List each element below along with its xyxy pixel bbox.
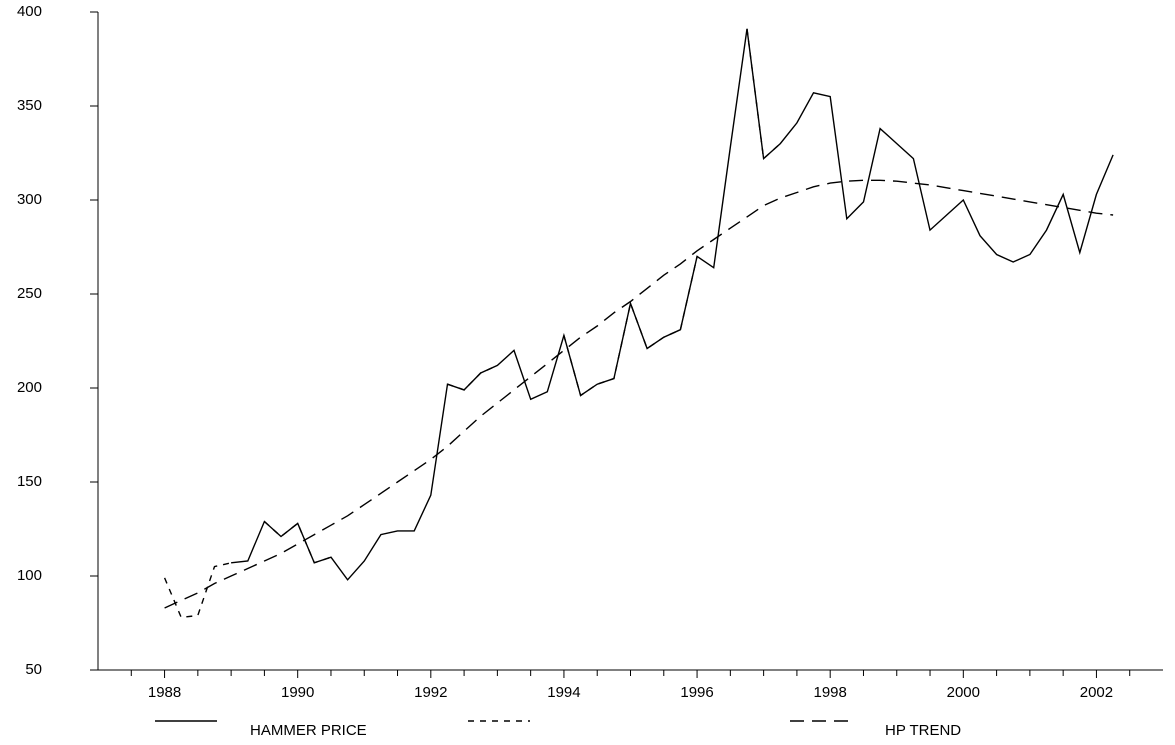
y-tick-label: 100 — [17, 567, 42, 584]
x-tick-label: 1992 — [414, 684, 447, 701]
x-tick-label: 1998 — [814, 684, 847, 701]
y-tick-label: 150 — [17, 473, 42, 490]
x-tick-label: 1996 — [680, 684, 713, 701]
y-tick-label: 350 — [17, 97, 42, 114]
x-tick-label: 1988 — [148, 684, 181, 701]
series-line — [164, 179, 1114, 609]
y-tick-label: 300 — [17, 191, 42, 208]
series-line — [163, 28, 781, 619]
x-tick-label: 2002 — [1080, 684, 1113, 701]
series-line — [231, 28, 1114, 581]
y-tick-label: 50 — [25, 661, 42, 678]
x-tick-label: 1994 — [547, 684, 580, 701]
y-tick-label: 250 — [17, 285, 42, 302]
y-tick-label: 200 — [17, 379, 42, 396]
x-tick-label: 2000 — [947, 684, 980, 701]
y-tick-label: 400 — [17, 3, 42, 20]
legend-label: HAMMER PRICE — [250, 722, 367, 739]
legend-label: HP TREND — [885, 722, 961, 739]
x-tick-label: 1990 — [281, 684, 314, 701]
